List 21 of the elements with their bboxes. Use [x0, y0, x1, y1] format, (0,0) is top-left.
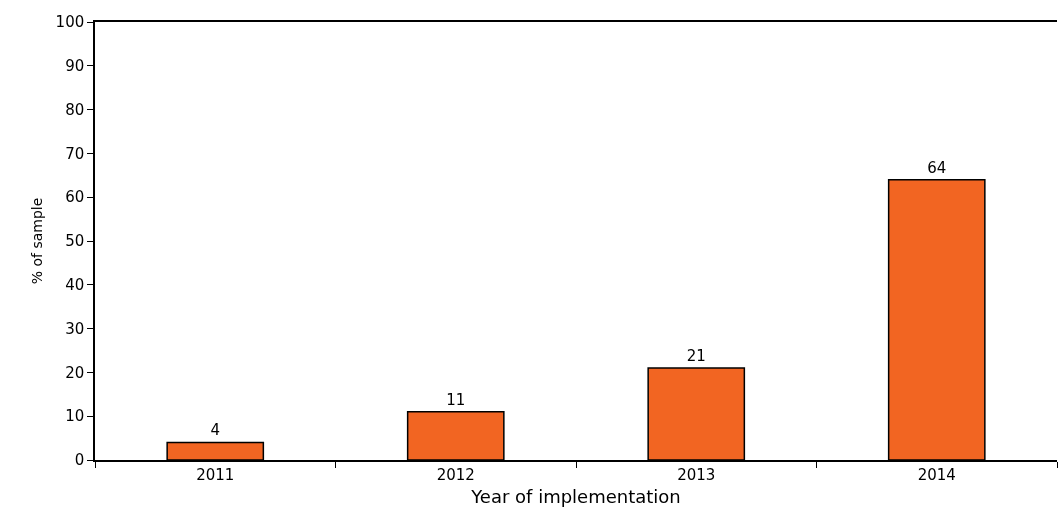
data-label: 64: [927, 158, 947, 177]
data-label: 11: [446, 390, 466, 409]
y-tick-label: 40: [65, 276, 85, 295]
data-label: 4: [210, 421, 221, 440]
data-label: 21: [686, 347, 706, 366]
x-tick-label: 2013: [677, 465, 716, 484]
y-axis-title: % of sample: [28, 197, 45, 285]
y-tick-label: 90: [65, 57, 85, 76]
y-tick-label: 50: [65, 232, 85, 251]
y-tick-label: 20: [65, 363, 85, 382]
y-tick-label: 70: [65, 144, 85, 163]
x-tick-label: 2011: [196, 465, 235, 484]
x-axis-title: Year of implementation: [470, 486, 681, 508]
x-tick-label: 2012: [436, 465, 475, 484]
y-tick-label: 30: [65, 319, 85, 338]
y-tick-label: 80: [65, 100, 85, 119]
x-tick-label: 2014: [917, 465, 956, 484]
y-tick-label: 60: [65, 188, 85, 207]
y-tick-label: 10: [65, 407, 85, 426]
y-tick-label: 0: [74, 451, 85, 470]
y-tick-label: 100: [55, 13, 85, 32]
